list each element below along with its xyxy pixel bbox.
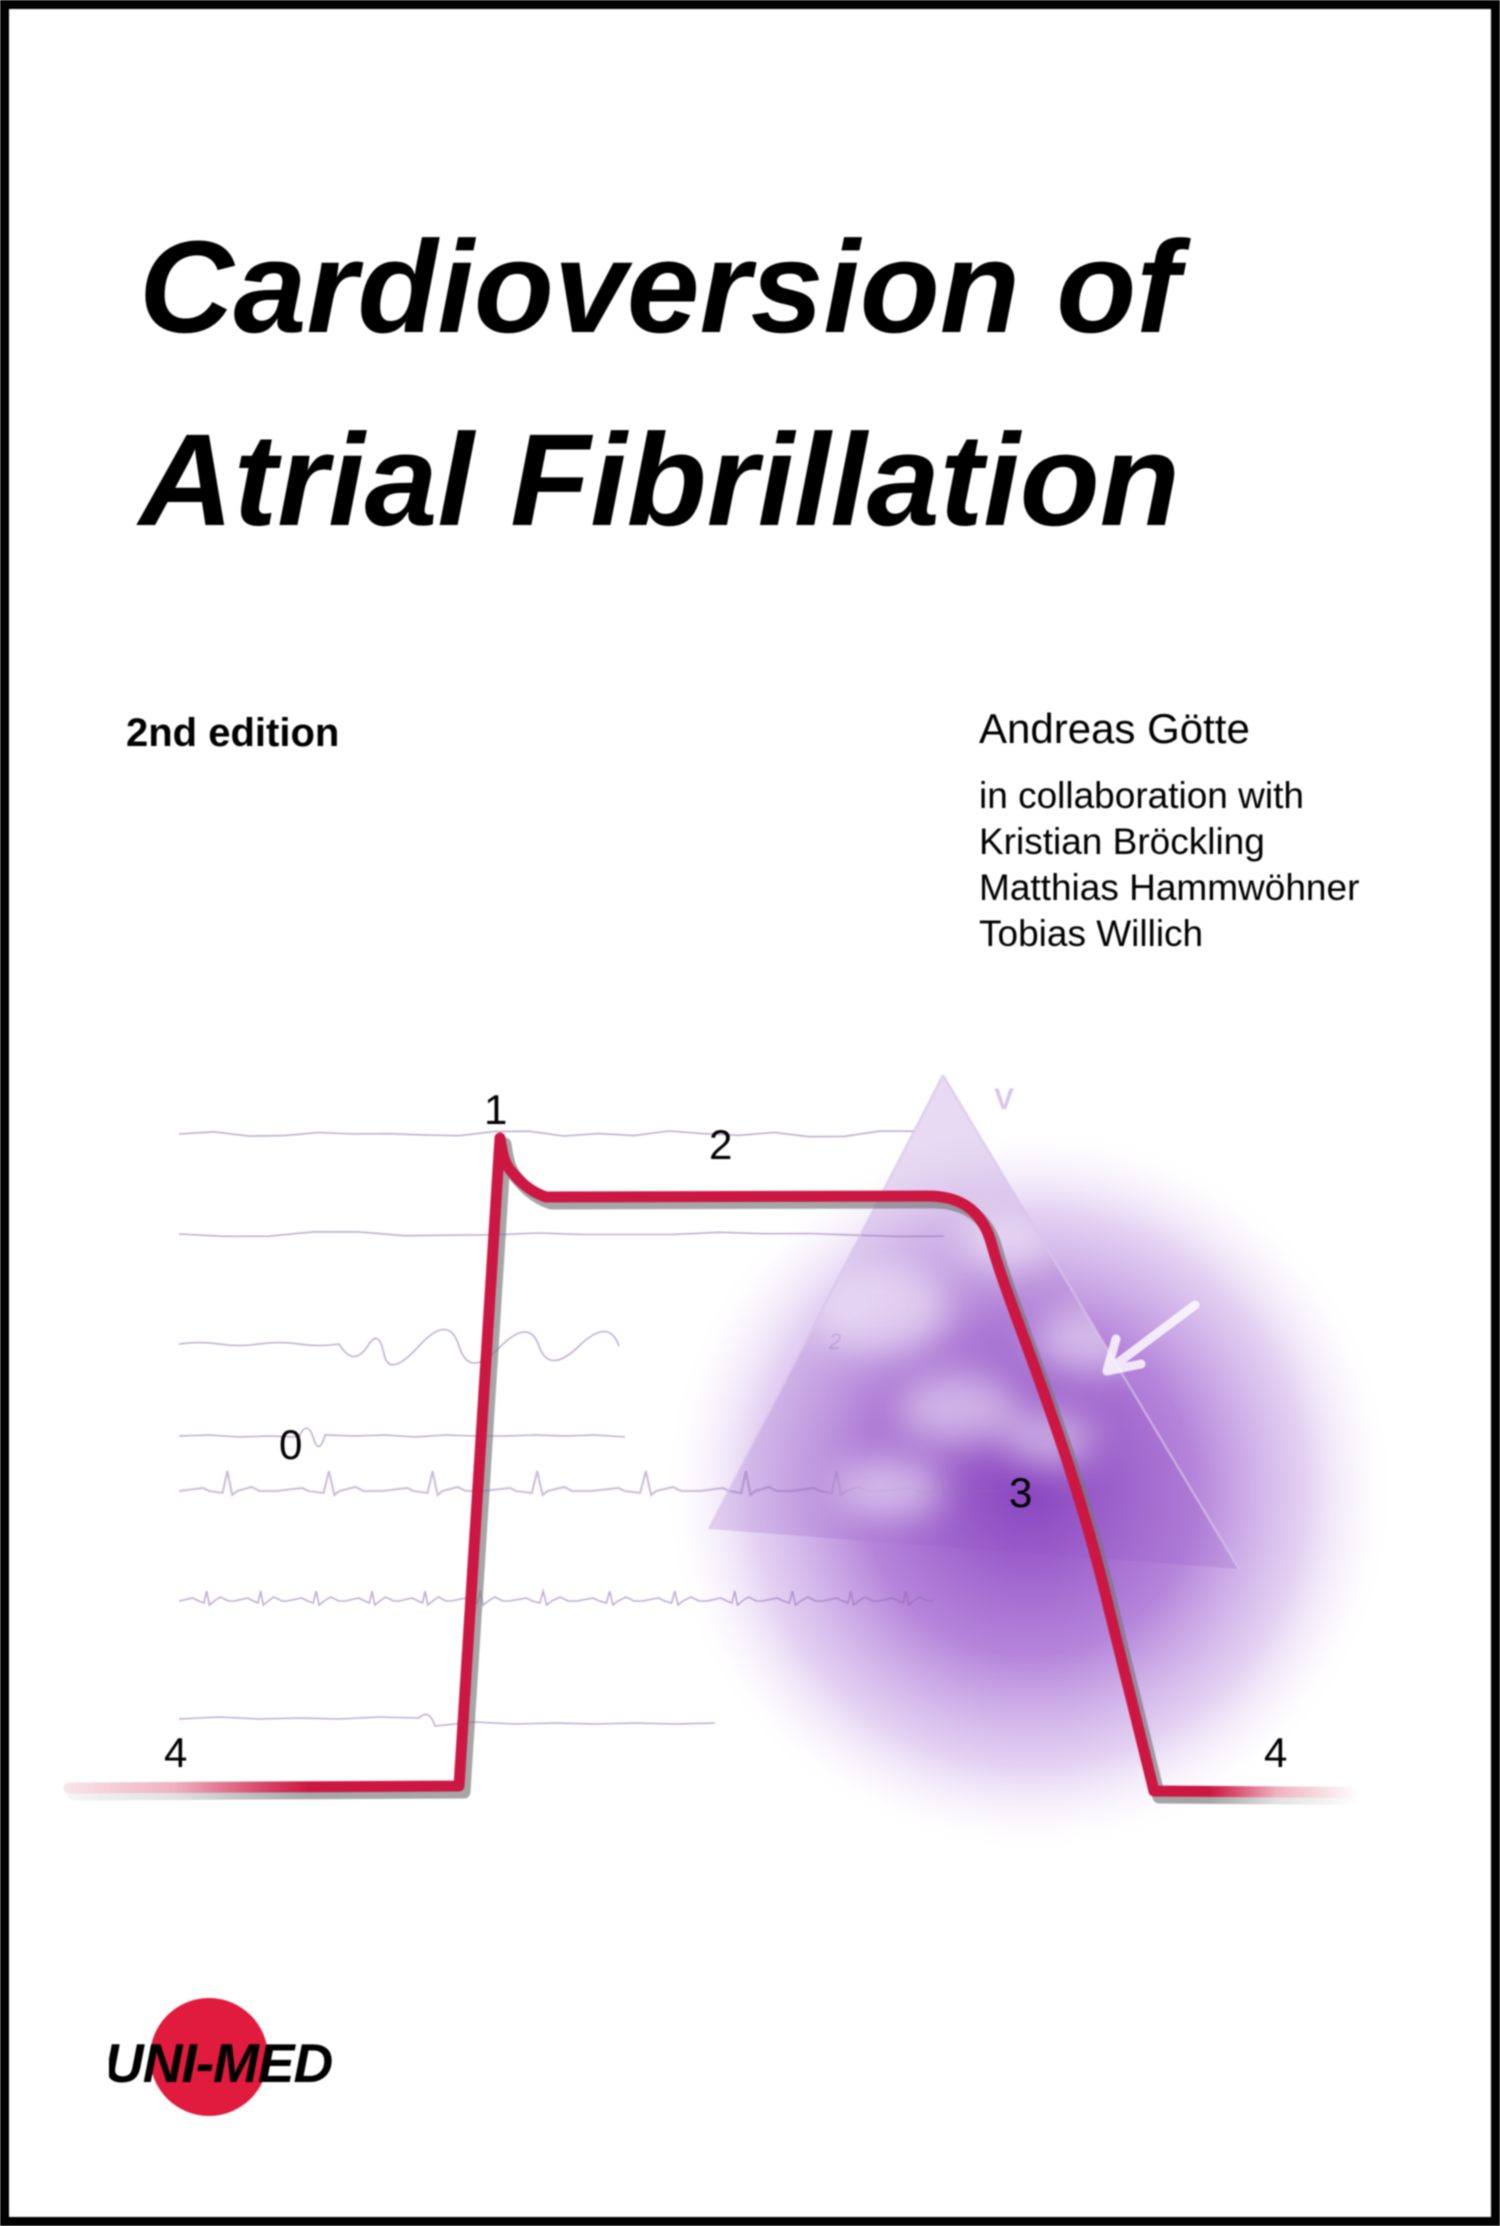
svg-text:0: 0 (279, 1421, 302, 1468)
svg-text:UNI-MED: UNI-MED (109, 2032, 333, 2094)
svg-text:3: 3 (1009, 1469, 1032, 1516)
svg-text:2: 2 (709, 1121, 732, 1168)
svg-text:4: 4 (164, 1729, 187, 1776)
svg-text:4: 4 (1264, 1729, 1287, 1776)
svg-text:V: V (994, 1083, 1014, 1116)
svg-text:1: 1 (484, 1086, 507, 1133)
